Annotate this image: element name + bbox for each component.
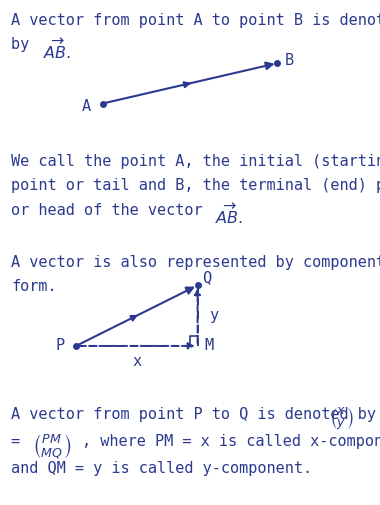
Text: P: P bbox=[55, 338, 64, 354]
Text: point or tail and B, the terminal (end) point: point or tail and B, the terminal (end) … bbox=[11, 178, 380, 193]
Text: form.: form. bbox=[11, 279, 57, 294]
Text: =: = bbox=[11, 434, 30, 449]
Text: A vector is also represented by components: A vector is also represented by componen… bbox=[11, 255, 380, 270]
Text: M: M bbox=[204, 338, 214, 354]
Text: and QM = y is called y-component.: and QM = y is called y-component. bbox=[11, 461, 312, 476]
Text: A vector from point P to Q is denoted by: A vector from point P to Q is denoted by bbox=[11, 407, 380, 422]
Text: Q: Q bbox=[202, 270, 211, 285]
Text: y: y bbox=[209, 308, 218, 323]
Text: $\binom{PM}{MQ}$: $\binom{PM}{MQ}$ bbox=[32, 433, 72, 463]
Text: $\overrightarrow{AB}$.: $\overrightarrow{AB}$. bbox=[215, 203, 243, 227]
Text: A: A bbox=[82, 98, 91, 114]
Text: , where PM = x is called x-component: , where PM = x is called x-component bbox=[82, 434, 380, 449]
Text: x: x bbox=[132, 354, 141, 369]
Text: We call the point A, the initial (starting): We call the point A, the initial (starti… bbox=[11, 154, 380, 169]
Text: by: by bbox=[11, 37, 39, 52]
Text: A vector from point A to point B is denoted: A vector from point A to point B is deno… bbox=[11, 13, 380, 28]
Text: B: B bbox=[285, 53, 294, 68]
Text: or head of the vector: or head of the vector bbox=[11, 203, 212, 218]
Text: $\overrightarrow{AB}$.: $\overrightarrow{AB}$. bbox=[43, 37, 71, 62]
Text: $\binom{x}{y}$: $\binom{x}{y}$ bbox=[329, 406, 354, 432]
